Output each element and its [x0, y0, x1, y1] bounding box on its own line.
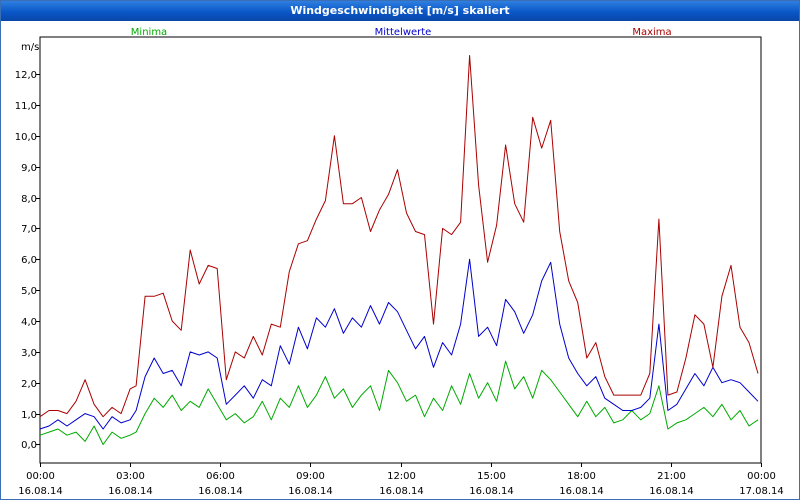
- y-tick-label: 7,0: [21, 224, 37, 235]
- y-tick-label: 12,0: [15, 70, 37, 81]
- x-tick-time-label: 12:00: [387, 471, 416, 482]
- x-tick-time-label: 21:00: [657, 471, 686, 482]
- y-tick-label: 8,0: [21, 194, 37, 205]
- x-tick-time-label: 15:00: [477, 471, 506, 482]
- y-tick-label: 2,0: [21, 379, 37, 390]
- y-tick-label: 3,0: [21, 348, 37, 359]
- y-tick-label: 6,0: [21, 255, 37, 266]
- series-mittelwerte-line: [39, 258, 759, 430]
- x-tick-date-label: 16.08.14: [198, 486, 243, 497]
- x-tick-date-label: 17.08.14: [739, 486, 784, 497]
- y-axis-unit-label: m/s: [21, 42, 39, 53]
- legend-minima: Minima: [131, 27, 167, 38]
- series-lines: [39, 55, 759, 445]
- y-tick-label: 1,0: [21, 410, 37, 421]
- y-tick-label: 5,0: [21, 286, 37, 297]
- x-tick-time-label: 09:00: [296, 471, 325, 482]
- plot-frame: [39, 36, 762, 464]
- y-tick-label: 0,0: [21, 440, 37, 451]
- x-tick-time-label: 18:00: [567, 471, 596, 482]
- legend-maxima: Maxima: [632, 27, 671, 38]
- x-tick-time-label: 00:00: [747, 471, 776, 482]
- x-tick-time-label: 00:00: [26, 471, 55, 482]
- x-tick-time-label: 03:00: [116, 471, 145, 482]
- x-tick-date-label: 16.08.14: [649, 486, 694, 497]
- series-maxima-line: [39, 55, 759, 418]
- y-tick-label: 4,0: [21, 317, 37, 328]
- x-tick-date-label: 16.08.14: [18, 486, 63, 497]
- legend-mittelwerte: Mittelwerte: [375, 27, 432, 38]
- x-tick-date-label: 16.08.14: [469, 486, 514, 497]
- series-minima-line: [39, 360, 759, 445]
- chart-title: Windgeschwindigkeit [m/s] skaliert: [1, 1, 799, 21]
- y-tick-label: 9,0: [21, 163, 37, 174]
- x-tick-date-label: 16.08.14: [288, 486, 333, 497]
- x-tick-date-label: 16.08.14: [559, 486, 604, 497]
- y-tick-label: 10,0: [15, 132, 37, 143]
- legend: Minima Mittelwerte Maxima: [131, 27, 672, 38]
- x-tick-time-label: 06:00: [206, 471, 235, 482]
- y-tick-label: 11,0: [15, 101, 37, 112]
- axes: 0,0 1,0 2,0 3,0 4,0 5,0 6,0 7,0 8,0 9,0 10,0 11,0 12…: [15, 36, 784, 497]
- x-tick-date-label: 16.08.14: [108, 486, 153, 497]
- x-tick-date-label: 16.08.14: [379, 486, 424, 497]
